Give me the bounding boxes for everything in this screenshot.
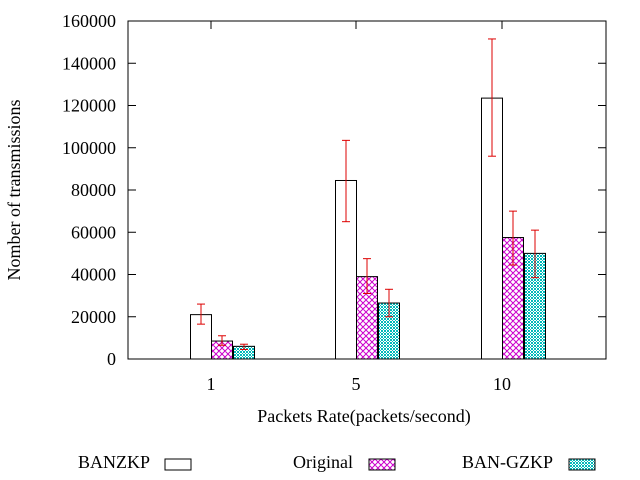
y-tick-label: 120000 [62,96,116,116]
y-tick-label: 100000 [62,138,116,158]
x-tick-label: 1 [207,374,216,394]
y-tick-label: 160000 [62,11,116,31]
y-tick-label: 60000 [71,222,116,242]
legend-label: Original [293,452,353,472]
y-tick-label: 0 [107,349,116,369]
legend-swatch [568,458,596,471]
axes: 0 20000 40000 60000 80000 100000 120000 140000 1… [62,11,607,394]
y-tick-label: 40000 [71,265,116,285]
y-axis-title: Nomber of transmissions [4,100,24,281]
legend-label: BANZKP [78,452,150,472]
error-bars [197,38,539,350]
legend-swatch [164,458,192,471]
bars [190,97,546,360]
y-tick-label: 20000 [71,307,116,327]
x-tick-label: 10 [493,374,511,394]
x-tick-label: 5 [352,374,361,394]
legend: BANZKP Original BAN-GZKP [78,452,596,472]
y-tick-label: 140000 [62,53,116,73]
x-axis-title: Packets Rate(packets/second) [257,406,470,427]
legend-swatch [368,458,396,471]
legend-label: BAN-GZKP [462,452,553,472]
y-tick-label: 80000 [71,180,116,200]
